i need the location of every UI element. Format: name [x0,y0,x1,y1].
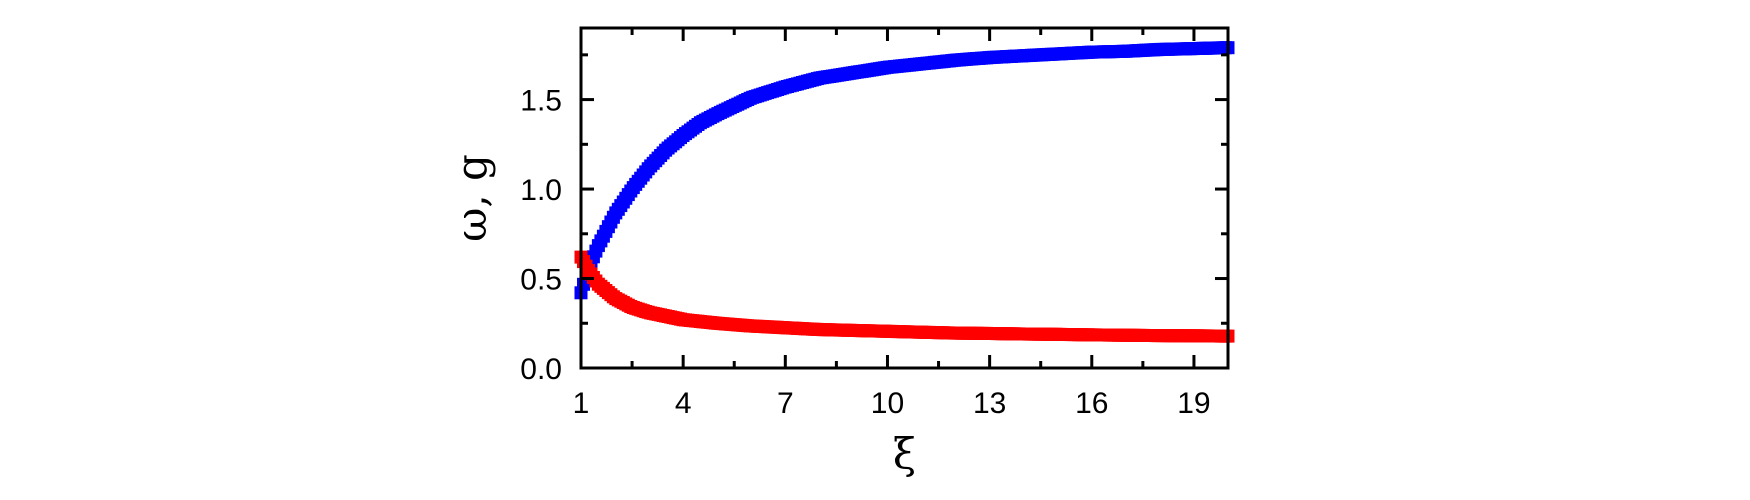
x-tick-label: 7 [777,387,794,420]
x-tick-label: 4 [675,387,692,420]
series-1 [574,250,1235,343]
plot-frame [579,26,1230,370]
y-tick-label: 1.5 [520,85,562,118]
x-tick-label: 10 [871,387,904,420]
x-axis-label: ξ [893,429,916,478]
y-tick-label: 0.5 [520,264,562,297]
x-tick-label: 13 [973,387,1006,420]
x-tick-label: 16 [1075,387,1108,420]
tick-layer: 1 4 7 10 13 16 19 0.0 0.5 1.0 1.5 [520,28,1228,420]
series-layer [574,41,1235,343]
x-tick-label: 1 [573,387,590,420]
y-axis-label: ω, g [447,154,496,242]
y-tick-label: 0.0 [520,353,562,386]
x-tick-label: 19 [1177,387,1210,420]
y-tick-label: 1.0 [520,174,562,207]
series-0 [574,41,1235,300]
